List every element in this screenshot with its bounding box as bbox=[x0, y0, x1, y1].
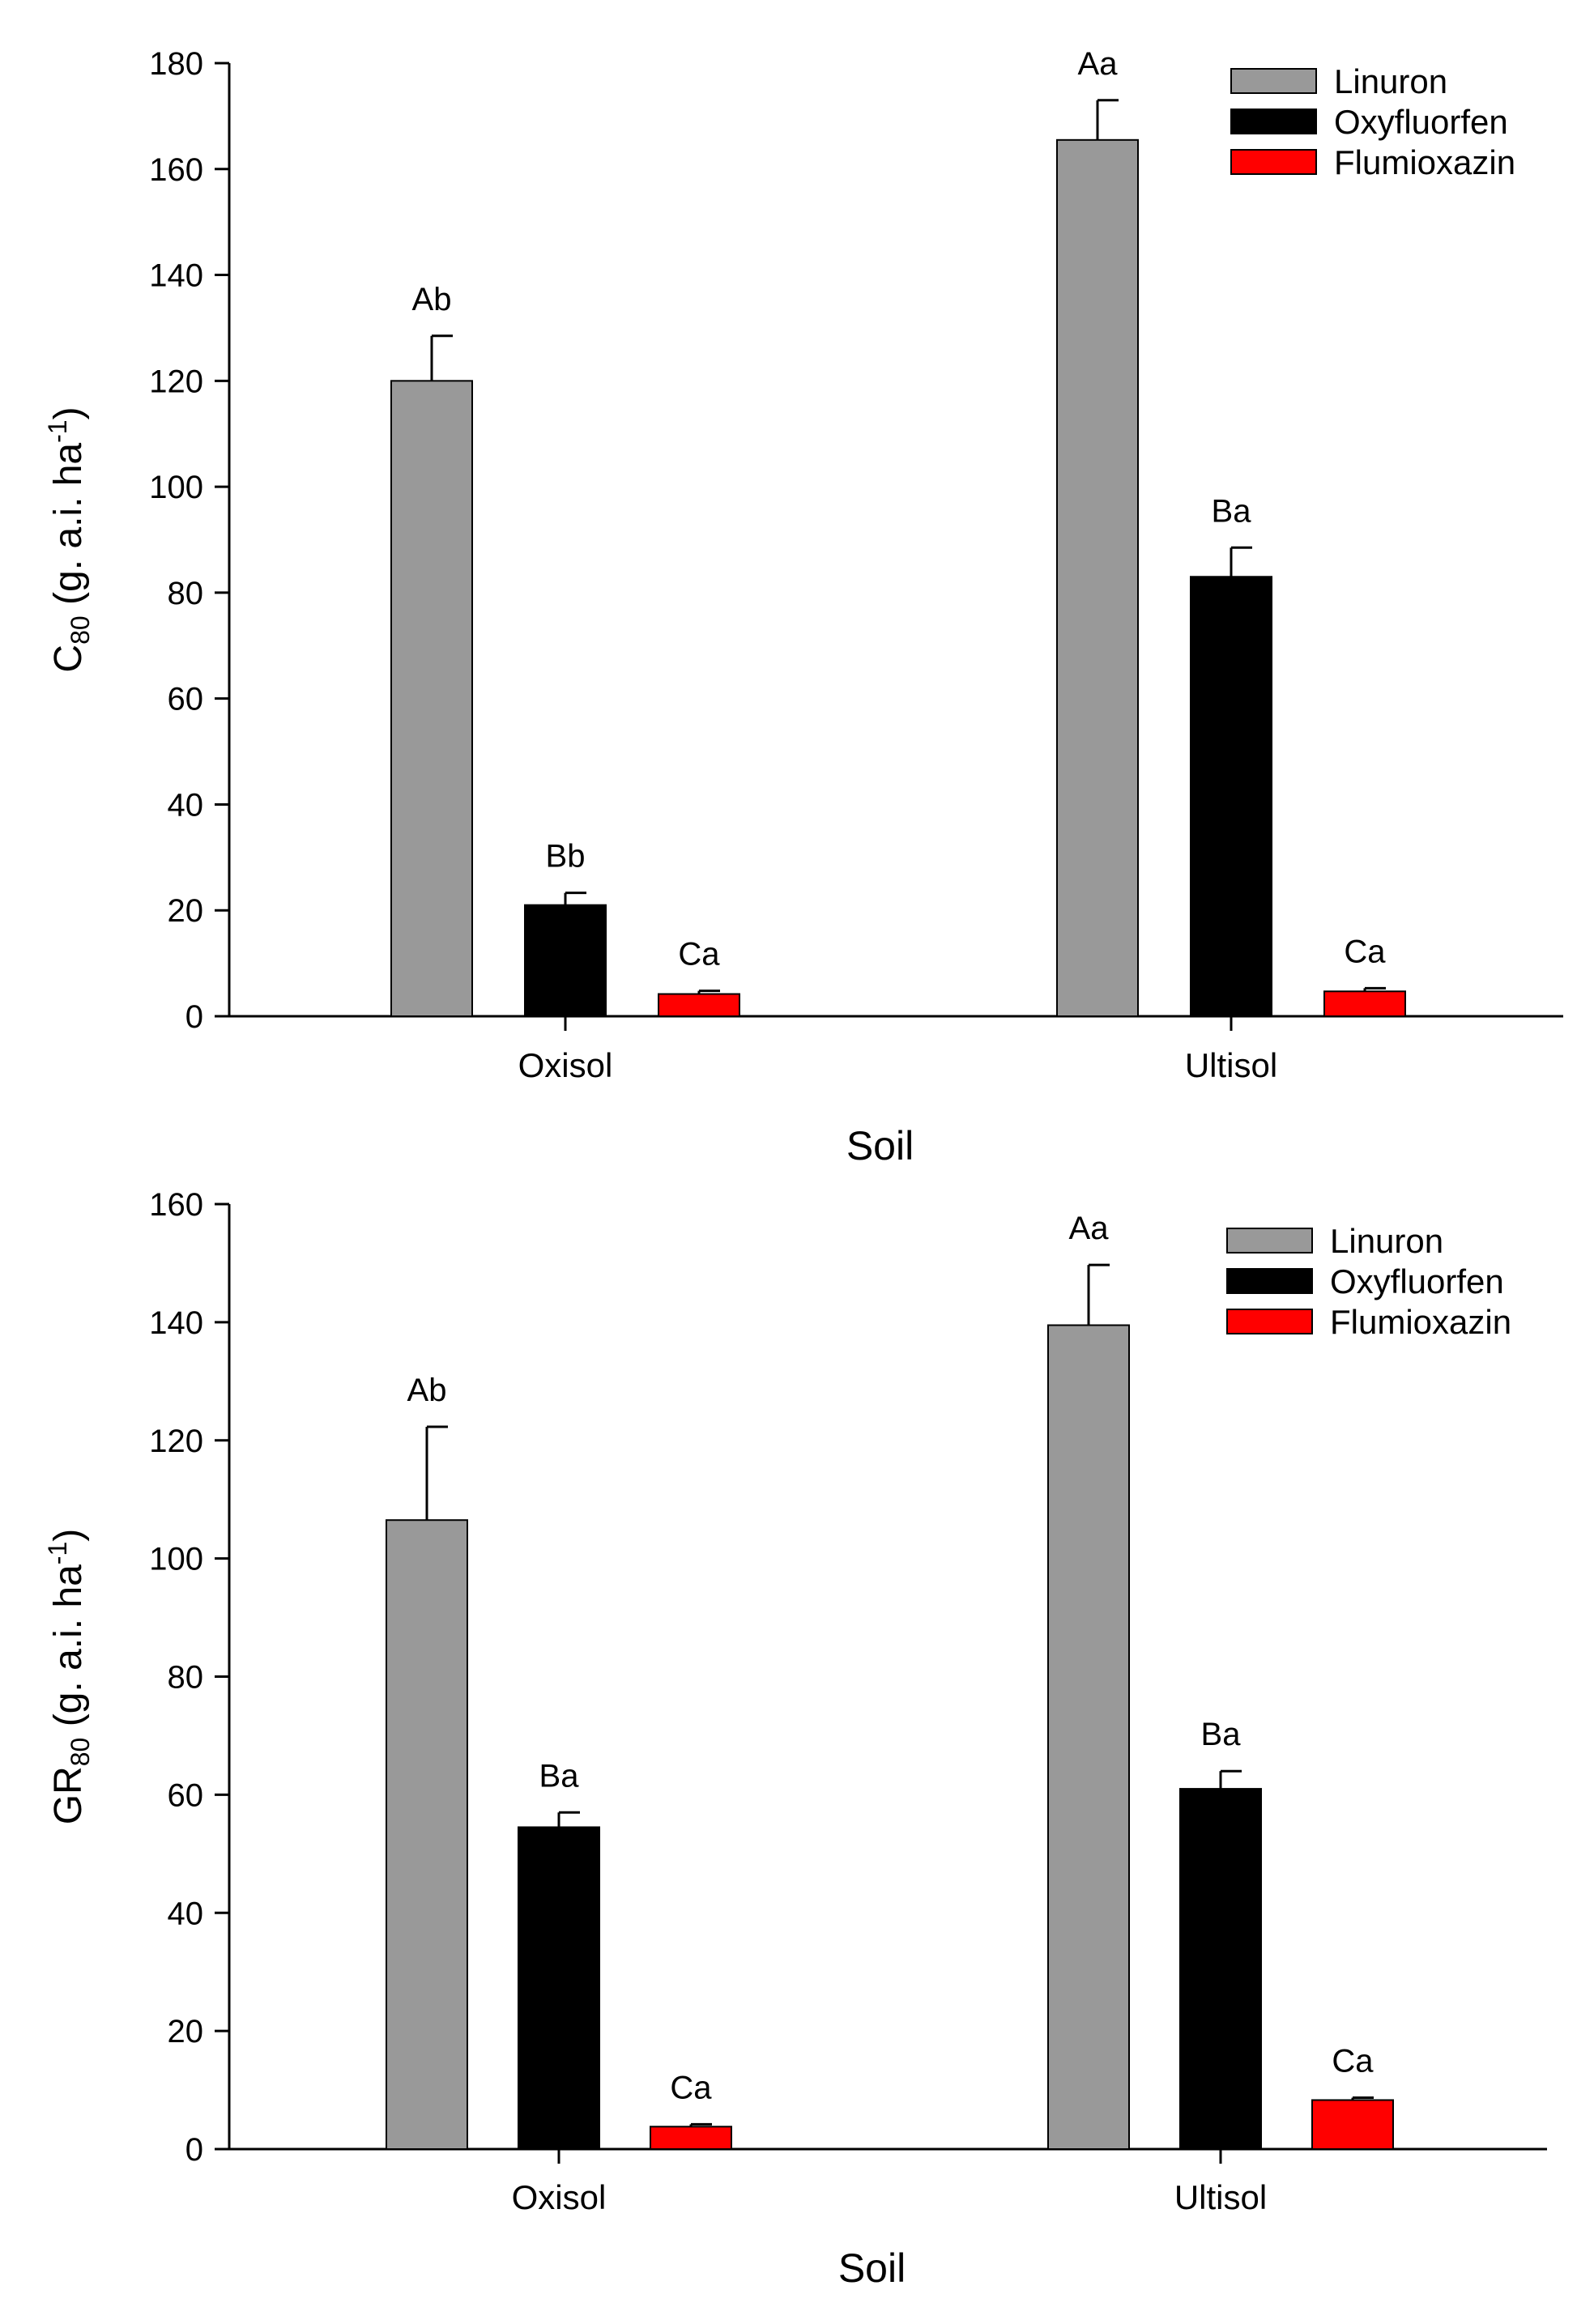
y-tick-label: 120 bbox=[149, 1424, 203, 1459]
significance-label: Ca bbox=[670, 2070, 712, 2105]
bar-linuron bbox=[1047, 1324, 1130, 2150]
y-tick-label: 140 bbox=[149, 1305, 203, 1341]
bar-flumioxazin bbox=[1323, 990, 1406, 1017]
y-tick-label: 20 bbox=[168, 893, 204, 929]
bar-oxyfluorfen bbox=[518, 1826, 600, 2151]
x-axis-title: Soil bbox=[838, 2245, 906, 2291]
x-axis-title: Soil bbox=[846, 1123, 914, 1168]
legend-label: Oxyfluorfen bbox=[1330, 1262, 1504, 1300]
y-axis-title-subscript: 80 bbox=[66, 1738, 95, 1767]
y-axis-title-close: ) bbox=[47, 1529, 90, 1542]
bar-flumioxazin bbox=[1311, 2099, 1394, 2151]
significance-label: Ca bbox=[678, 937, 720, 973]
y-tick-label: 40 bbox=[168, 1896, 204, 1931]
significance-label: Aa bbox=[1069, 1211, 1110, 1246]
legend-swatch-flumioxazin bbox=[1230, 149, 1317, 175]
y-tick-label: 20 bbox=[168, 2014, 204, 2049]
significance-label: Bb bbox=[546, 839, 586, 875]
legend-swatch-oxyfluorfen bbox=[1230, 109, 1317, 134]
bar-oxyfluorfen bbox=[524, 904, 607, 1018]
legend-swatch-linuron bbox=[1230, 68, 1317, 94]
y-axis-title-subscript: 80 bbox=[66, 615, 95, 645]
y-tick-label: 60 bbox=[168, 1777, 204, 1813]
chart-2: 0 20 40 60 80 100 120 140 160 Oxisol Ultisol Soil GR… bbox=[43, 1187, 1547, 2291]
y-axis-title-units: (g. a.i. ha bbox=[47, 443, 90, 616]
y-tick-label: 80 bbox=[168, 1660, 204, 1696]
y-tick-label: 0 bbox=[185, 2132, 203, 2168]
y-tick-label: 0 bbox=[185, 999, 203, 1035]
legend-label: Oxyfluorfen bbox=[1334, 103, 1508, 141]
bar-linuron bbox=[386, 1519, 468, 2150]
y-axis-title-close: ) bbox=[47, 406, 90, 419]
y-tick-label: 180 bbox=[149, 46, 203, 82]
legend-label: Linuron bbox=[1334, 62, 1447, 100]
y-tick-label: 160 bbox=[149, 1187, 203, 1223]
significance-label: Ba bbox=[1212, 493, 1252, 529]
y-tick-label: 100 bbox=[149, 1542, 203, 1577]
y-tick-label: 140 bbox=[149, 258, 203, 294]
x-category-label: Oxisol bbox=[518, 1046, 613, 1084]
y-axis-title-superscript: -1 bbox=[43, 1542, 72, 1564]
y-axis-title-units: (g. a.i. ha bbox=[47, 1564, 90, 1738]
significance-label: Ca bbox=[1344, 934, 1386, 969]
y-axis-title-main: GR bbox=[47, 1766, 90, 1824]
bar-flumioxazin bbox=[650, 2126, 732, 2150]
significance-label: Ca bbox=[1332, 2044, 1374, 2079]
y-tick-label: 60 bbox=[168, 682, 204, 717]
y-axis-title-main: C bbox=[47, 645, 90, 673]
y-tick-label: 100 bbox=[149, 470, 203, 505]
bar-linuron bbox=[1056, 138, 1139, 1018]
bar-oxyfluorfen bbox=[1179, 1788, 1262, 2151]
chart-1: 0 20 40 60 80 100 120 140 160 180 Oxisol Ultisol Soi… bbox=[43, 46, 1563, 1168]
significance-label: Ab bbox=[412, 282, 452, 317]
y-axis-title-superscript: -1 bbox=[43, 419, 72, 442]
y-tick-label: 40 bbox=[168, 787, 204, 823]
y-tick-label: 80 bbox=[168, 576, 204, 611]
x-category-label: Ultisol bbox=[1185, 1046, 1277, 1084]
bar-linuron bbox=[390, 380, 473, 1018]
significance-label: Ba bbox=[1201, 1717, 1242, 1752]
legend-swatch-flumioxazin bbox=[1226, 1309, 1313, 1334]
significance-label: Ab bbox=[407, 1373, 447, 1408]
significance-label: Ba bbox=[539, 1758, 580, 1794]
x-category-label: Oxisol bbox=[512, 2178, 607, 2216]
y-axis-title: C80 (g. a.i. ha-1) bbox=[43, 406, 95, 672]
y-tick-label: 120 bbox=[149, 364, 203, 399]
legend-label: Flumioxazin bbox=[1334, 143, 1515, 181]
bar-oxyfluorfen bbox=[1190, 576, 1272, 1017]
bar-flumioxazin bbox=[658, 993, 740, 1017]
legend-swatch-linuron bbox=[1226, 1228, 1313, 1254]
legend-label: Flumioxazin bbox=[1330, 1303, 1511, 1341]
significance-label: Aa bbox=[1078, 46, 1119, 82]
y-axis-title: GR80 (g. a.i. ha-1) bbox=[43, 1529, 95, 1824]
x-category-label: Ultisol bbox=[1174, 2178, 1267, 2216]
legend-swatch-oxyfluorfen bbox=[1226, 1268, 1313, 1294]
legend-label: Linuron bbox=[1330, 1222, 1443, 1260]
y-tick-label: 160 bbox=[149, 152, 203, 188]
